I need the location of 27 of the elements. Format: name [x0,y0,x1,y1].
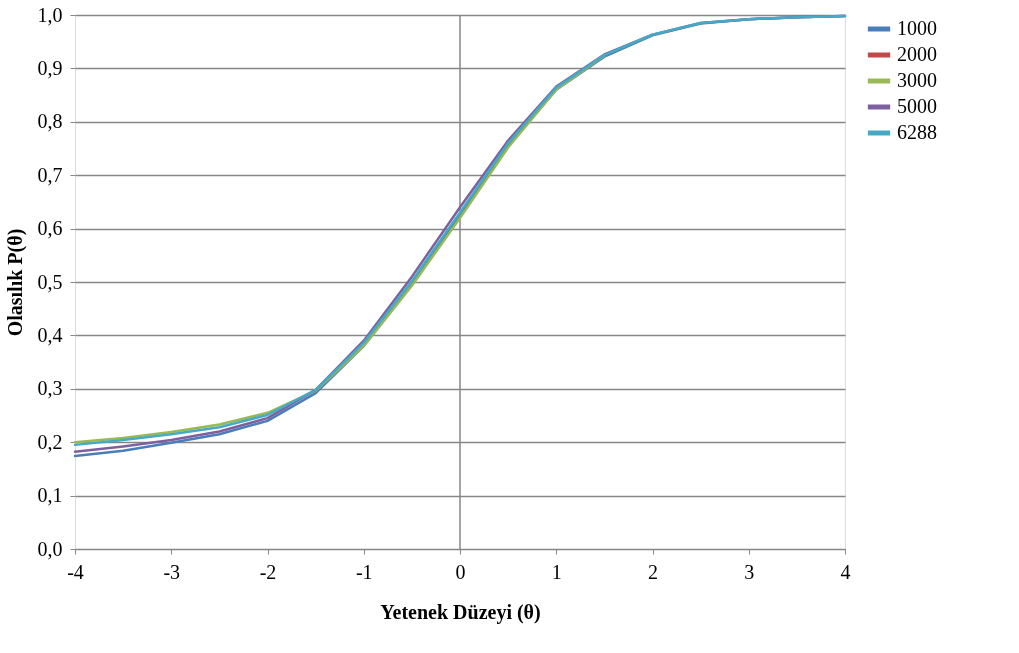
legend-label: 3000 [897,69,937,91]
y-tick-label: 0,0 [37,537,63,560]
y-tick-label: 0,1 [37,484,63,507]
x-tick-label: -4 [67,560,84,583]
x-tick-label: 0 [455,560,466,583]
legend-label: 5000 [897,95,937,117]
x-tick-label: 3 [744,560,755,583]
y-tick-label: 0,2 [37,430,63,453]
x-tick-label: -3 [163,560,181,583]
x-tick-label: 4 [840,560,851,583]
y-tick-label: 0,7 [37,163,63,186]
legend-label: 2000 [897,43,937,65]
legend-label: 1000 [897,17,937,39]
x-tick-label: 1 [551,560,562,583]
y-tick-label: 1,0 [37,3,63,26]
y-tick-label: 0,9 [37,56,63,79]
x-tick-label: -2 [259,560,277,583]
x-tick-label: -1 [355,560,373,583]
y-tick-label: 0,5 [37,270,63,293]
legend-label: 6288 [897,121,937,143]
x-axis-title: Yetenek Düzeyi (θ) [380,600,541,624]
y-tick-label: 0,3 [37,377,63,400]
y-tick-label: 0,4 [37,323,63,346]
y-axis-title: Olasılık P(θ) [3,228,27,337]
y-tick-label: 0,6 [37,217,63,240]
y-tick-label: 0,8 [37,110,63,133]
x-tick-label: 2 [648,560,658,583]
